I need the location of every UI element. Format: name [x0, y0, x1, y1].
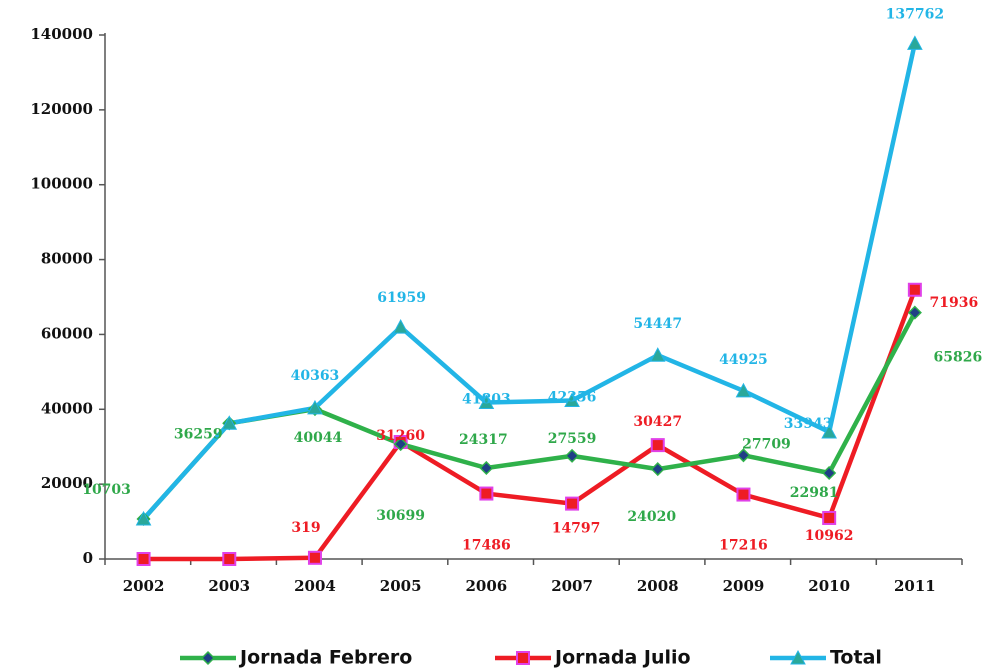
marker [907, 305, 922, 320]
marker [736, 448, 751, 463]
marker [135, 510, 152, 526]
data-label: 14797 [552, 521, 601, 537]
y-tick-label: 140000 [30, 25, 93, 43]
data-label: 27709 [742, 436, 791, 452]
data-label: 319 [291, 520, 320, 536]
data-label: 17216 [719, 538, 768, 554]
data-label: 71936 [930, 295, 979, 311]
data-label: 24317 [459, 432, 508, 448]
data-label: 42356 [548, 389, 597, 405]
marker [392, 319, 409, 334]
marker [822, 510, 837, 525]
marker [649, 347, 666, 362]
data-label: 22981 [790, 485, 839, 501]
legend-label: Total [830, 647, 882, 669]
marker [821, 423, 838, 439]
marker [136, 552, 151, 566]
x-tick-label: 2008 [637, 577, 679, 595]
marker [565, 496, 580, 511]
y-tick-label: 60000 [41, 324, 93, 342]
data-label: 65826 [934, 350, 983, 366]
y-tick-label: 40000 [41, 399, 93, 417]
data-label: 36259 [174, 426, 223, 442]
x-tick-label: 2010 [808, 577, 850, 595]
marker [735, 382, 752, 398]
x-tick-label: 2007 [551, 577, 593, 595]
y-tick-label: 100000 [30, 175, 93, 193]
x-tick-label: 2003 [208, 577, 250, 595]
data-label: 27559 [548, 431, 597, 447]
marker [393, 437, 408, 452]
y-tick-label: 0 [83, 549, 93, 567]
legend-label: Jornada Julio [553, 647, 691, 669]
data-label: 137762 [886, 6, 944, 22]
y-tick-label: 120000 [30, 100, 93, 118]
legend-item: Total [770, 647, 882, 669]
marker [565, 448, 580, 463]
data-label: 30699 [376, 508, 425, 524]
legend-item: Jornada Julio [495, 647, 691, 669]
data-label: 24020 [627, 509, 676, 525]
x-tick-label: 2009 [723, 577, 765, 595]
marker [736, 487, 751, 502]
marker [650, 438, 665, 453]
x-tick-label: 2004 [294, 577, 336, 595]
legend-item: Jornada Febrero [180, 647, 412, 669]
marker [650, 462, 665, 477]
series-line [141, 42, 918, 521]
x-tick-label: 2011 [894, 577, 936, 595]
x-tick-label: 2002 [123, 577, 165, 595]
data-label: 17486 [462, 538, 511, 554]
data-label: 41803 [462, 392, 511, 408]
marker [564, 392, 580, 407]
marker [221, 415, 238, 430]
data-label: 44925 [719, 352, 768, 368]
data-label: 10703 [82, 482, 131, 498]
legend-marker [200, 650, 216, 666]
marker [907, 282, 922, 297]
data-label: 40044 [294, 430, 343, 446]
marker [907, 35, 923, 50]
x-tick-label: 2005 [380, 577, 422, 595]
data-label: 61959 [377, 290, 426, 306]
marker [222, 552, 237, 566]
marker [307, 550, 322, 565]
data-label: 30427 [633, 414, 682, 430]
marker [822, 465, 837, 481]
marker [307, 399, 323, 415]
data-label: 33943 [784, 416, 833, 432]
data-label: 40363 [291, 368, 340, 384]
marker [479, 460, 494, 476]
data-label: 31260 [376, 428, 425, 444]
data-label: 10962 [805, 528, 854, 544]
marker [478, 394, 495, 410]
legend-marker [516, 651, 530, 665]
data-label: 54447 [633, 316, 682, 332]
series-line [143, 288, 917, 562]
x-tick-label: 2006 [465, 577, 507, 595]
y-tick-label: 80000 [41, 250, 93, 268]
marker [479, 486, 494, 501]
y-tick-label: 20000 [41, 474, 93, 492]
legend-label: Jornada Febrero [238, 647, 412, 669]
legend-marker [790, 649, 806, 665]
